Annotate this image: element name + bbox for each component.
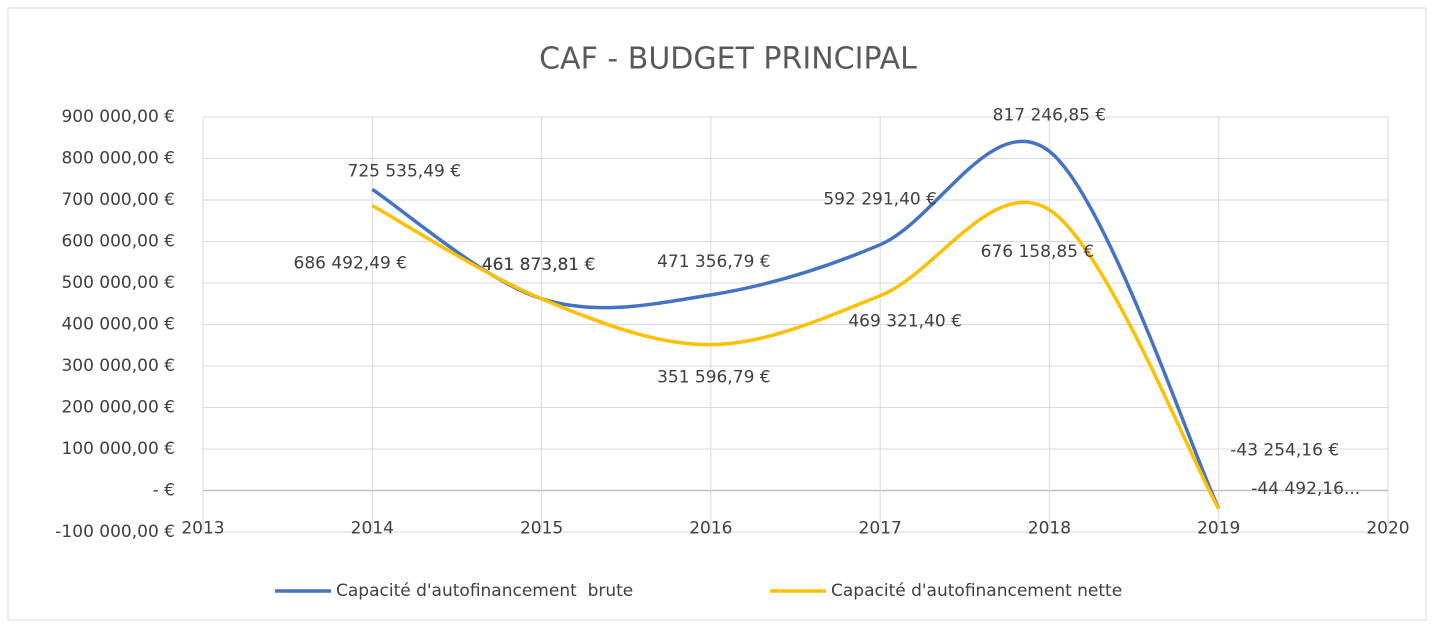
x-tick-label: 2016	[689, 519, 732, 539]
x-tick-label: 2014	[351, 519, 394, 539]
y-tick-label: - €	[153, 481, 175, 501]
y-tick-label: 100 000,00 €	[61, 439, 175, 459]
series-line	[371, 200, 1221, 510]
y-tick-label: 500 000,00 €	[61, 273, 175, 293]
x-tick-label: 2013	[181, 519, 224, 539]
data-label: 461 873,81 €	[482, 255, 596, 275]
data-label: 469 321,40 €	[848, 312, 962, 332]
y-tick-label: 300 000,00 €	[61, 356, 175, 376]
data-label: 676 158,85 €	[981, 242, 1095, 262]
chart-border	[7, 7, 1427, 621]
y-tick-label: 400 000,00 €	[61, 315, 175, 335]
y-tick-label: -100 000,00 €	[55, 522, 175, 542]
x-tick-label: 2018	[1028, 519, 1071, 539]
x-tick-label: 2019	[1197, 519, 1240, 539]
y-tick-label: 200 000,00 €	[61, 398, 175, 418]
legend-label: Capacité d'autofinancement nette	[831, 581, 1122, 601]
data-label: -44 492,16...	[1251, 479, 1360, 499]
y-tick-label: 800 000,00 €	[61, 149, 175, 169]
x-tick-label: 2020	[1366, 519, 1409, 539]
data-label: 351 596,79 €	[657, 368, 771, 388]
y-tick-label: 600 000,00 €	[61, 232, 175, 252]
data-label: -43 254,16 €	[1230, 440, 1339, 460]
legend-label: Capacité d'autofinancement brute	[336, 581, 633, 601]
y-tick-label: 900 000,00 €	[61, 107, 175, 127]
y-tick-label: 700 000,00 €	[61, 190, 175, 210]
data-label: 686 492,49 €	[294, 254, 408, 274]
data-label: 725 535,49 €	[348, 161, 462, 181]
data-label: 817 246,85 €	[993, 105, 1107, 125]
data-label: 471 356,79 €	[657, 252, 771, 272]
data-label: 592 291,40 €	[823, 190, 937, 210]
chart-title: CAF - BUDGET PRINCIPAL	[539, 42, 917, 77]
data-label: 461 873,81 €	[482, 255, 596, 275]
x-tick-label: 2017	[859, 519, 902, 539]
x-tick-label: 2015	[520, 519, 563, 539]
